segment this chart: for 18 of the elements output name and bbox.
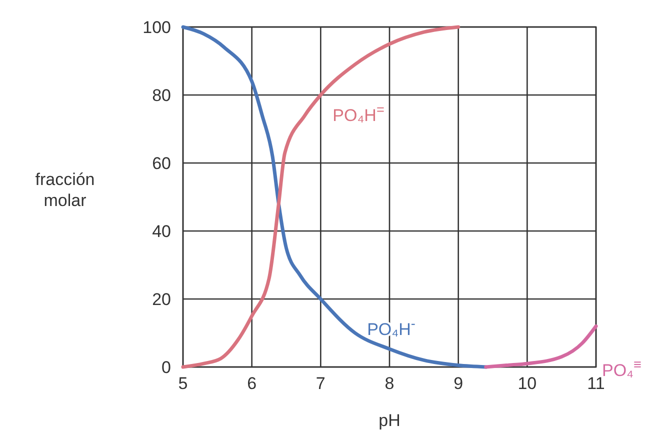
x-tick-label: 5 <box>178 374 188 393</box>
y-tick-label: 40 <box>152 222 171 241</box>
x-tick-label: 8 <box>384 374 394 393</box>
series-label: PO₄$^{≡}$ <box>602 356 642 380</box>
x-tick-label: 10 <box>518 374 537 393</box>
y-tick-label: 0 <box>162 358 171 377</box>
line-series <box>484 324 598 369</box>
x-tick-label: 11 <box>587 374 605 393</box>
y-tick-label: 60 <box>152 154 171 173</box>
x-axis-title: pH <box>378 411 400 430</box>
y-tick-label: 100 <box>142 18 171 37</box>
x-tick-label: 7 <box>316 374 326 393</box>
y-tick-label: 20 <box>152 290 171 309</box>
y-axis-title: fracción molar <box>35 170 95 210</box>
x-tick-label: 9 <box>454 374 464 393</box>
x-tick-label: 6 <box>247 374 257 393</box>
y-tick-label: 80 <box>152 86 171 105</box>
series-label: PO₄H$^{=}$ <box>332 102 384 125</box>
